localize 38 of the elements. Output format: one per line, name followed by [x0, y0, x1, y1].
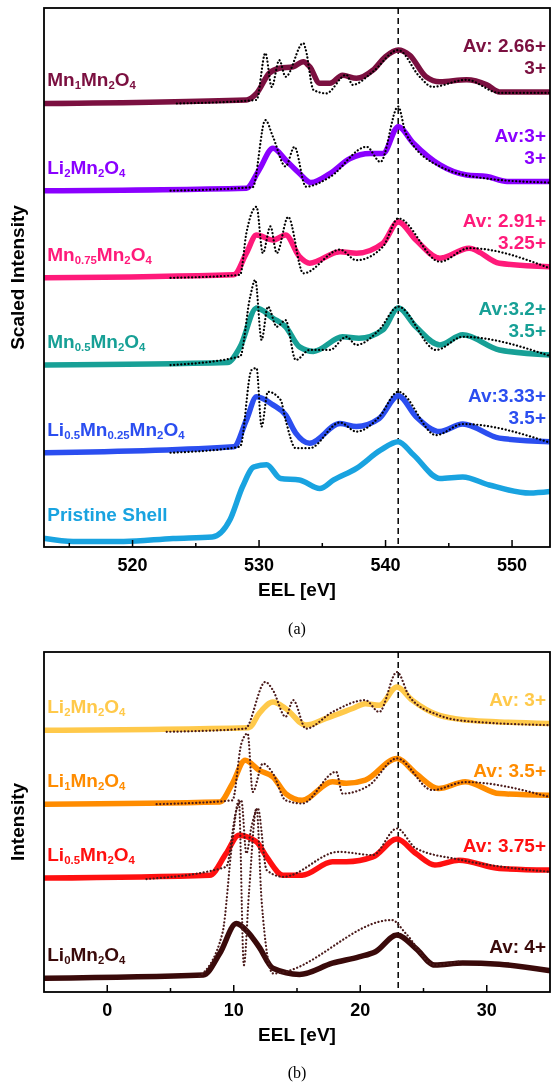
x-tick-label: 540 [370, 555, 401, 575]
annotation: Av:3.2+ [478, 297, 546, 319]
series-label: Mn$_{0.5}$Mn$_{2}$O$_{4}$ [47, 331, 147, 354]
x-tick-label: 550 [497, 555, 528, 575]
x-tick-label: 0 [102, 1000, 113, 1020]
x-tick-label: 20 [350, 1000, 371, 1020]
annotation: 3.5+ [508, 406, 546, 428]
text: (a) [288, 620, 306, 638]
annotation: Av: 2.91+ [462, 209, 546, 231]
annotation: Av: 4+ [489, 935, 546, 957]
annotation: Av: 3.5+ [473, 760, 546, 782]
series-label: Li$_{0}$Mn$_{2}$O$_{4}$ [47, 944, 127, 967]
x-tick-label: 30 [476, 1000, 497, 1020]
series-label: Li$_{2}$Mn$_{2}$O$_{4}$ [47, 156, 127, 179]
annotation: Av: 3.75+ [462, 835, 546, 857]
x-axis-title: EEL [eV] [258, 579, 336, 600]
series-label: Pristine Shell [47, 504, 168, 526]
x-tick-label: 530 [244, 555, 275, 575]
y-axis-title: Intensity [7, 782, 28, 862]
annotation: Av: 2.66+ [462, 34, 546, 56]
series-label: Li$_{1}$Mn$_{2}$O$_{4}$ [47, 770, 127, 793]
annotation: Av:3+ [494, 124, 546, 146]
series-label: Mn$_{0.75}$Mn$_{2}$O$_{4}$ [47, 243, 153, 267]
annotation: 3+ [524, 56, 546, 78]
text: (b) [287, 1064, 307, 1082]
annotation: 3.25+ [497, 231, 546, 253]
x-tick-label: 520 [117, 555, 148, 575]
series-label: Mn$_{1}$Mn$_{2}$O$_{4}$ [47, 69, 137, 92]
series-label: Li$_{0.5}$Mn$_{2}$O$_{4}$ [47, 844, 136, 867]
x-axis-title: EEL [eV] [258, 1024, 336, 1045]
series-label: Li$_{0.5}$Mn$_{0.25}$Mn$_{2}$O$_{4}$ [47, 418, 186, 442]
annotation: 3+ [524, 146, 546, 168]
annotation: Av:3.33+ [468, 384, 546, 406]
annotation: Av: 3+ [489, 688, 546, 710]
annotation: 3.5+ [508, 319, 546, 341]
x-tick-label: 10 [223, 1000, 244, 1020]
y-axis-title: Scaled Intensity [7, 204, 28, 350]
series-label: Li$_{2}$Mn$_{2}$O$_{4}$ [47, 696, 127, 719]
